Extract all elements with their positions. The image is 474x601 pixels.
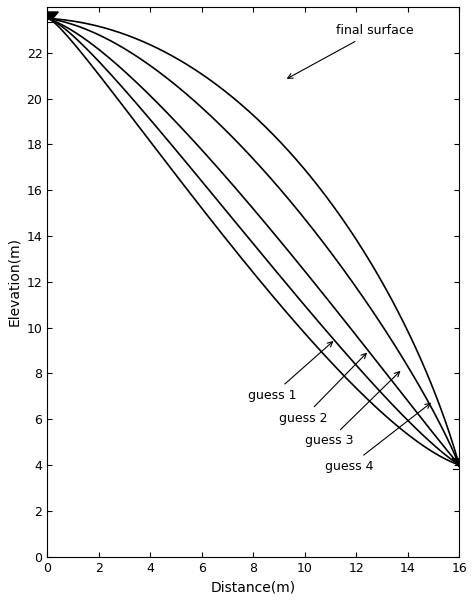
Text: guess 3: guess 3 (305, 371, 400, 447)
Text: guess 2: guess 2 (279, 353, 366, 424)
Text: guess 1: guess 1 (248, 342, 333, 401)
Polygon shape (44, 12, 58, 20)
Polygon shape (452, 459, 466, 467)
X-axis label: Distance(m): Distance(m) (210, 580, 296, 594)
Text: final surface: final surface (288, 25, 413, 78)
Y-axis label: Elevation(m): Elevation(m) (7, 237, 21, 326)
Text: guess 4: guess 4 (325, 403, 430, 472)
